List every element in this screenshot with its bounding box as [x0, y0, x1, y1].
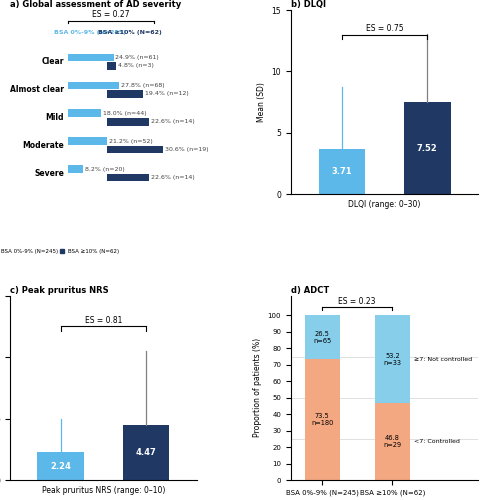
Text: 7.52: 7.52 [417, 144, 438, 152]
Legend: BSA 0%-9% (N=245), BSA ≥10% (N=62): BSA 0%-9% (N=245), BSA ≥10% (N=62) [0, 247, 122, 256]
Bar [404, 102, 450, 194]
Bar [107, 62, 116, 70]
Text: 8.2% (n=20): 8.2% (n=20) [85, 166, 124, 172]
Bar [319, 148, 366, 194]
Text: 4.47: 4.47 [136, 448, 157, 457]
Y-axis label: Proportion of patients (%): Proportion of patients (%) [253, 338, 262, 438]
Y-axis label: Mean (SD): Mean (SD) [257, 82, 266, 122]
Text: Moderate: Moderate [22, 141, 64, 150]
Text: 22.6% (n=14): 22.6% (n=14) [151, 175, 194, 180]
Text: ≥7: Not controlled: ≥7: Not controlled [414, 356, 472, 362]
Bar [107, 146, 163, 154]
Text: Clear: Clear [41, 57, 64, 66]
Text: ES = 0.27: ES = 0.27 [92, 10, 130, 19]
Bar [68, 138, 107, 145]
Text: 27.8% (n=68): 27.8% (n=68) [121, 83, 164, 88]
X-axis label: Peak pruritus NRS (range: 0–10): Peak pruritus NRS (range: 0–10) [42, 486, 165, 494]
Text: BSA ≥10% (N=62): BSA ≥10% (N=62) [98, 30, 162, 35]
Bar [38, 452, 84, 480]
Text: 53.2
n=33: 53.2 n=33 [384, 352, 401, 366]
Bar [305, 359, 340, 480]
Text: Mild: Mild [45, 113, 64, 122]
Text: Almost clear: Almost clear [10, 85, 64, 94]
Text: 73.5
n=180: 73.5 n=180 [311, 413, 333, 426]
Bar [305, 316, 340, 359]
Bar [107, 174, 149, 182]
Bar [68, 166, 83, 173]
Bar [107, 118, 149, 126]
Bar [68, 54, 114, 62]
Text: 30.6% (n=19): 30.6% (n=19) [165, 147, 209, 152]
Text: Severe: Severe [34, 169, 64, 178]
Text: 21.2% (n=52): 21.2% (n=52) [109, 139, 152, 144]
Bar [107, 90, 143, 98]
Bar [122, 425, 169, 480]
Text: 3.71: 3.71 [332, 167, 352, 176]
Bar [68, 82, 119, 90]
Text: BSA 0%-9% (N=245): BSA 0%-9% (N=245) [54, 30, 126, 35]
Text: 46.8
n=29: 46.8 n=29 [383, 435, 402, 448]
Bar [375, 403, 410, 480]
Text: 26.5
n=65: 26.5 n=65 [313, 330, 331, 344]
Text: <7: Controlled: <7: Controlled [414, 439, 460, 444]
Text: a) Global assessment of AD severity: a) Global assessment of AD severity [10, 0, 181, 9]
X-axis label: DLQI (range: 0–30): DLQI (range: 0–30) [348, 200, 421, 209]
Text: 4.8% (n=3): 4.8% (n=3) [118, 64, 154, 68]
Text: 24.9% (n=61): 24.9% (n=61) [116, 55, 159, 60]
Text: 22.6% (n=14): 22.6% (n=14) [151, 119, 194, 124]
Text: ES = 0.81: ES = 0.81 [85, 316, 122, 324]
Text: b) DLQI: b) DLQI [291, 0, 326, 9]
Text: 18.0% (n=44): 18.0% (n=44) [103, 111, 146, 116]
Text: c) Peak pruritus NRS: c) Peak pruritus NRS [10, 286, 108, 295]
Text: 19.4% (n=12): 19.4% (n=12) [145, 91, 188, 96]
Text: d) ADCT: d) ADCT [291, 286, 329, 295]
Text: ES = 0.75: ES = 0.75 [366, 24, 404, 32]
Bar [68, 110, 101, 118]
Bar [375, 316, 410, 403]
Text: ES = 0.23: ES = 0.23 [339, 296, 376, 306]
Text: 2.24: 2.24 [50, 462, 71, 470]
